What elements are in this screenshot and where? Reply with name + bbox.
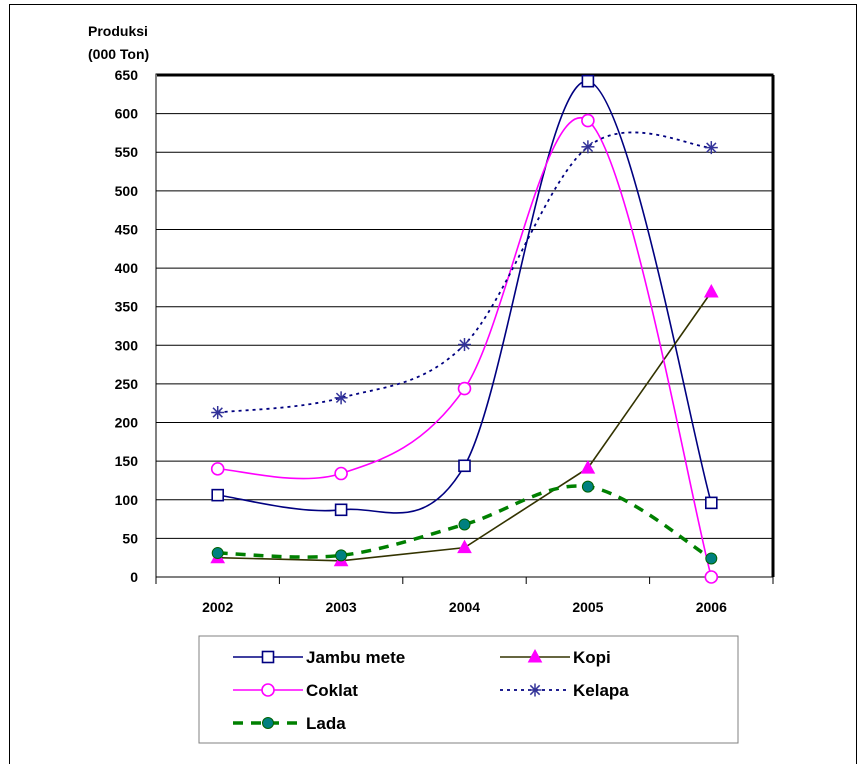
y-tick-label: 100 <box>115 492 139 508</box>
y-axis-label-line1: Produksi <box>88 23 148 39</box>
y-tick-label: 350 <box>115 299 139 315</box>
y-tick-labels: 0 50 100 150 200 250 300 350 400 450 500 550 600 650 <box>115 67 139 585</box>
series-line <box>217 131 712 414</box>
x-axis <box>155 576 774 584</box>
legend-label: Kelapa <box>573 681 629 700</box>
legend-marker <box>261 683 275 697</box>
data-point <box>705 552 718 565</box>
series-group <box>210 74 719 584</box>
data-point <box>458 459 471 473</box>
data-point <box>211 488 224 502</box>
y-axis-label-line2: (000 Ton) <box>88 46 149 62</box>
data-point <box>458 518 471 531</box>
data-point <box>581 480 594 493</box>
data-point <box>581 74 595 88</box>
y-tick-label: 300 <box>115 337 139 353</box>
data-point <box>211 547 224 560</box>
x-tick-label: 2004 <box>449 599 480 615</box>
y-tick-label: 400 <box>115 260 139 276</box>
x-tick-label: 2006 <box>696 599 727 615</box>
y-tick-label: 50 <box>122 530 138 546</box>
data-point <box>334 503 348 517</box>
data-point <box>703 283 719 298</box>
legend-label: Lada <box>306 714 346 733</box>
chart-frame <box>9 4 857 764</box>
legend-marker <box>527 648 543 663</box>
y-tick-label: 550 <box>115 144 139 160</box>
data-point <box>581 113 595 128</box>
legend-label: Jambu mete <box>306 648 405 667</box>
y-tick-label: 650 <box>115 67 139 83</box>
data-point <box>335 549 348 562</box>
data-point <box>334 466 348 481</box>
legend-marker <box>528 683 542 697</box>
legend-label: Kopi <box>573 648 611 667</box>
data-point <box>704 496 718 510</box>
y-tick-label: 150 <box>115 453 139 469</box>
x-tick-label: 2002 <box>202 599 233 615</box>
legend-entry: Kelapa <box>500 681 629 700</box>
data-point <box>334 391 348 405</box>
y-tick-label: 500 <box>115 183 139 199</box>
y-tick-label: 250 <box>115 376 139 392</box>
legend-entry: Lada <box>233 714 346 733</box>
y-tick-label: 450 <box>115 221 139 237</box>
data-point <box>457 539 472 554</box>
x-tick-label: 2003 <box>326 599 357 615</box>
data-point <box>580 460 596 474</box>
series-jambu-mete <box>211 74 718 517</box>
y-tick-label: 200 <box>115 415 139 431</box>
legend-entry: Coklat <box>233 681 358 700</box>
y-tick-label: 600 <box>115 106 139 122</box>
data-point <box>458 338 471 352</box>
legend-marker <box>261 650 275 664</box>
legend-entry: Jambu mete <box>233 648 405 667</box>
series-coklat <box>210 113 719 584</box>
data-point <box>704 141 718 155</box>
x-tick-labels: 2002 2003 2004 2005 2006 <box>202 599 727 615</box>
y-tick-label: 0 <box>130 569 138 585</box>
series-kelapa <box>211 131 718 419</box>
legend-label: Coklat <box>306 681 358 700</box>
series-lada <box>211 480 718 565</box>
legend: Jambu mete Kopi Coklat Kelapa Lada <box>233 648 629 733</box>
data-point <box>210 462 225 476</box>
x-tick-label: 2005 <box>572 599 603 615</box>
legend-entry: Kopi <box>500 648 611 667</box>
data-point <box>581 140 595 154</box>
data-point <box>211 405 225 419</box>
series-line <box>217 484 713 560</box>
data-point <box>457 381 472 396</box>
data-point <box>704 570 719 584</box>
legend-marker <box>262 717 274 729</box>
